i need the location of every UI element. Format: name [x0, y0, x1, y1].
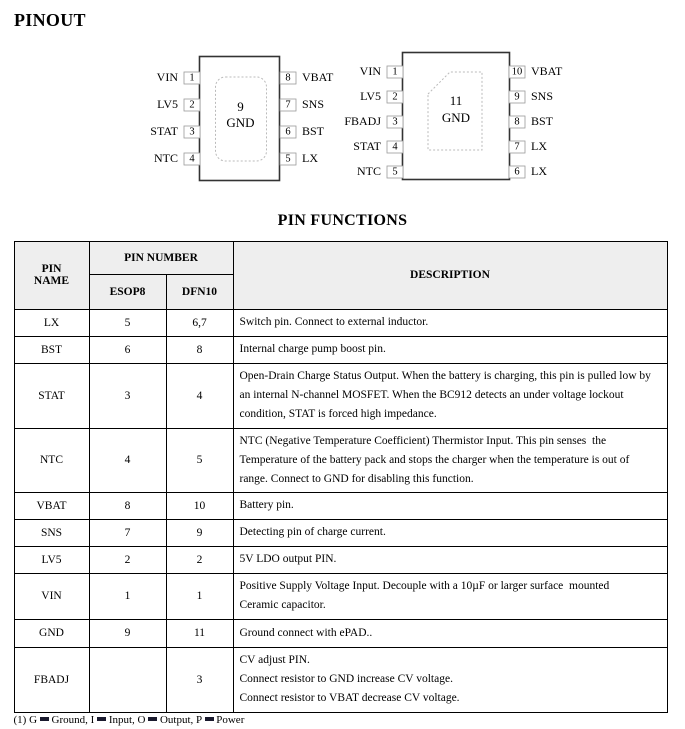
svg-text:7: 7 — [514, 142, 519, 153]
svg-text:8: 8 — [514, 117, 519, 128]
svg-text:10: 10 — [512, 67, 523, 78]
svg-text:VIN: VIN — [360, 64, 382, 78]
svg-text:11: 11 — [450, 93, 463, 108]
svg-text:6: 6 — [514, 167, 519, 178]
svg-text:3: 3 — [392, 117, 397, 128]
svg-text:LX: LX — [531, 139, 547, 153]
svg-text:GND: GND — [442, 110, 470, 125]
svg-text:4: 4 — [392, 142, 398, 153]
svg-text:BST: BST — [531, 114, 554, 128]
svg-text:LV5: LV5 — [360, 89, 381, 103]
svg-text:FBADJ: FBADJ — [344, 114, 381, 128]
svg-text:2: 2 — [392, 92, 397, 103]
svg-text:9: 9 — [514, 92, 519, 103]
svg-text:STAT: STAT — [353, 139, 381, 153]
svg-text:NTC: NTC — [357, 164, 381, 178]
svg-text:1: 1 — [392, 67, 397, 78]
svg-text:LX: LX — [531, 164, 547, 178]
svg-text:VBAT: VBAT — [531, 64, 563, 78]
svg-text:5: 5 — [392, 167, 397, 178]
svg-text:SNS: SNS — [531, 89, 553, 103]
